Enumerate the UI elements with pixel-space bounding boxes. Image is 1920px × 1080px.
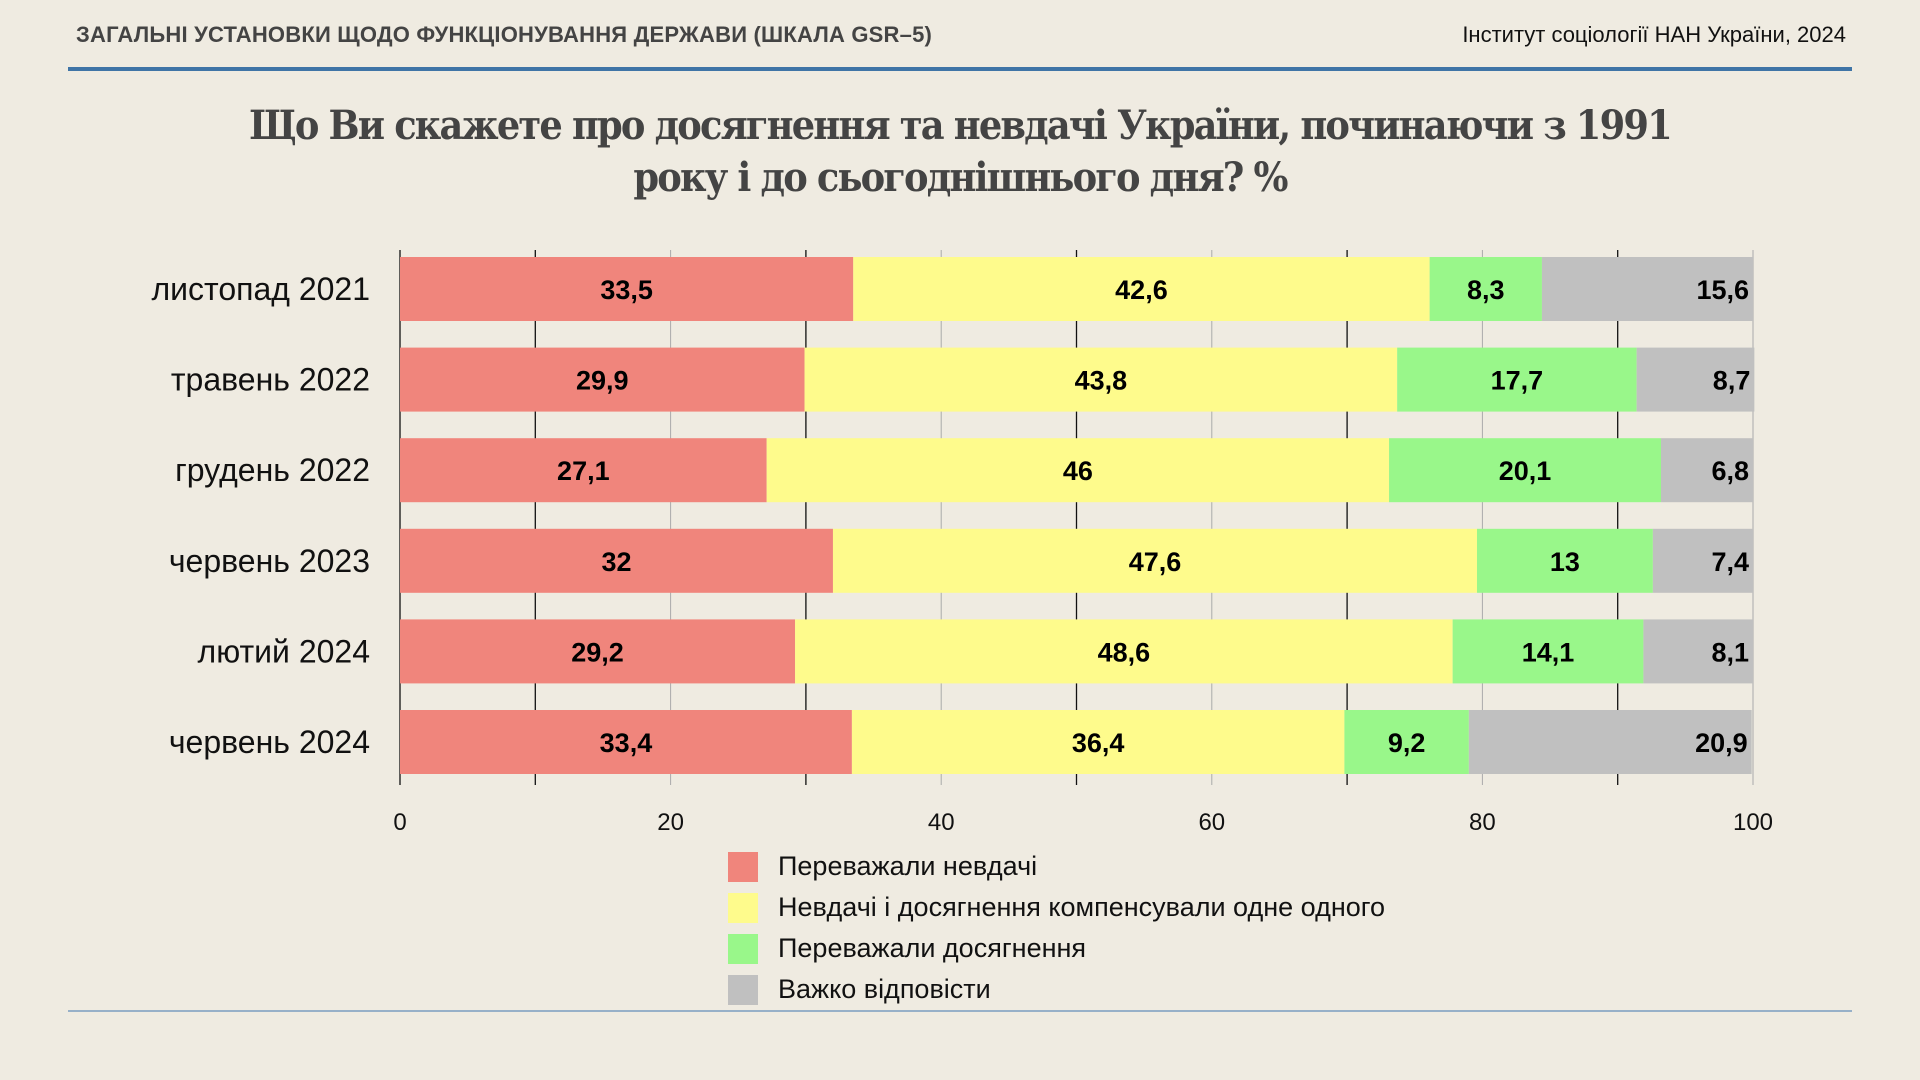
data-label: 14,1 — [1522, 637, 1575, 667]
bar-segment — [400, 528, 833, 593]
bar-segment — [400, 257, 854, 321]
data-label: 43,8 — [1075, 366, 1128, 396]
category-label: червень 2023 — [169, 543, 370, 579]
data-label: 8,3 — [1467, 275, 1505, 305]
bar-segment — [1660, 438, 1753, 503]
bar-segment — [1476, 528, 1653, 593]
x-tick-label: 0 — [393, 809, 406, 836]
legend-item: Важко відповісти — [728, 969, 1385, 1010]
x-tick-label: 80 — [1469, 809, 1496, 836]
x-tick-label: 40 — [928, 809, 955, 836]
bar-segment — [1429, 257, 1542, 321]
category-label: лютий 2024 — [198, 633, 370, 669]
chart-title: Що Ви скажете про досягнення та невдачі … — [169, 100, 1751, 204]
bar-segment — [851, 710, 1345, 774]
bar-segment — [400, 438, 767, 503]
data-label: 15,6 — [1696, 275, 1749, 305]
data-label: 47,6 — [1129, 547, 1182, 577]
section-header: ЗАГАЛЬНІ УСТАНОВКИ ЩОДО ФУНКЦІОНУВАННЯ Д… — [76, 22, 933, 47]
legend: Переважали невдачі Невдачі і досягнення … — [728, 846, 1385, 1010]
bar-segment — [400, 710, 852, 774]
bar-segment — [1636, 347, 1755, 412]
legend-label: Переважали досягнення — [778, 933, 1087, 963]
legend-swatch-balanced — [728, 892, 758, 923]
bar-segment — [1344, 710, 1469, 774]
legend-label: Невдачі і досягнення компенсували одне о… — [778, 892, 1386, 922]
category-label: листопад 2021 — [151, 271, 370, 307]
bar-segment — [853, 257, 1430, 321]
bar-segment — [1452, 619, 1644, 684]
legend-item: Переважали досягнення — [728, 928, 1385, 969]
legend-label: Важко відповісти — [778, 974, 991, 1004]
source-label: Інститут соціології НАН України, 2024 — [1462, 22, 1846, 47]
data-label: 17,7 — [1491, 366, 1544, 396]
bar-segment — [804, 347, 1398, 412]
bar-segment — [795, 619, 1453, 684]
data-label: 29,2 — [571, 637, 624, 667]
data-label: 46 — [1063, 456, 1093, 486]
category-label: грудень 2022 — [175, 452, 370, 488]
bar-segment — [400, 347, 805, 412]
data-label: 13 — [1550, 547, 1580, 577]
data-label: 7,4 — [1711, 547, 1749, 577]
data-label: 48,6 — [1098, 637, 1151, 667]
data-label: 33,5 — [600, 275, 653, 305]
legend-swatch-achievements — [728, 933, 758, 964]
bar-segment — [1541, 257, 1753, 321]
legend-item: Переважали невдачі — [728, 846, 1385, 887]
data-label: 9,2 — [1388, 728, 1426, 758]
x-tick-label: 60 — [1198, 809, 1225, 836]
bar-segment — [1397, 347, 1637, 412]
bar-segment — [1652, 528, 1753, 593]
bar-segment — [1468, 710, 1752, 774]
data-label: 32 — [601, 547, 631, 577]
legend-swatch-hard-to-say — [728, 974, 758, 1005]
data-label: 27,1 — [557, 456, 610, 486]
data-label: 8,7 — [1713, 366, 1751, 396]
bar-segment — [1389, 438, 1661, 503]
data-label: 42,6 — [1115, 275, 1168, 305]
chart-title-line-2: року і до сьогоднішнього дня? % — [633, 154, 1288, 201]
bar-segment — [400, 619, 796, 684]
data-label: 8,1 — [1711, 637, 1749, 667]
legend-label: Переважали невдачі — [778, 851, 1038, 881]
data-label: 20,9 — [1695, 728, 1748, 758]
data-label: 6,8 — [1711, 456, 1749, 486]
bar-segment — [766, 438, 1390, 503]
chart-title-line-1: Що Ви скажете про досягнення та невдачі … — [249, 102, 1673, 149]
bar-segment — [832, 528, 1477, 593]
bottom-divider — [68, 1010, 1852, 1012]
x-tick-label: 20 — [657, 809, 684, 836]
legend-swatch-failures — [728, 851, 758, 882]
data-label: 33,4 — [600, 728, 653, 758]
bar-segment — [1643, 619, 1753, 684]
data-label: 20,1 — [1499, 456, 1552, 486]
legend-item: Невдачі і досягнення компенсували одне о… — [728, 887, 1385, 928]
category-label: червень 2024 — [169, 724, 370, 760]
data-label: 29,9 — [576, 366, 629, 396]
top-divider — [68, 67, 1852, 71]
x-tick-label: 100 — [1733, 809, 1773, 836]
category-label: травень 2022 — [171, 362, 370, 398]
data-label: 36,4 — [1072, 728, 1125, 758]
